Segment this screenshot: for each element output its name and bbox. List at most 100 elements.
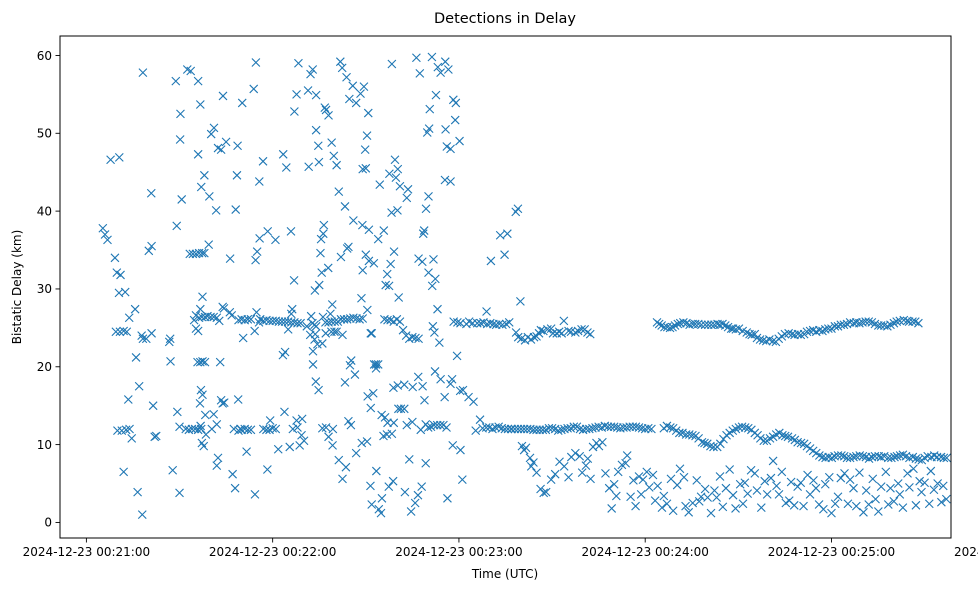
data-point xyxy=(892,317,902,327)
data-point xyxy=(368,388,378,398)
data-point xyxy=(387,208,396,218)
data-point xyxy=(876,452,886,462)
data-point xyxy=(190,424,200,434)
data-point xyxy=(351,98,361,108)
data-point xyxy=(861,486,871,495)
data-point xyxy=(809,476,818,485)
data-point xyxy=(346,420,356,430)
data-point xyxy=(413,490,423,500)
data-point xyxy=(200,357,210,367)
data-point xyxy=(903,469,912,478)
data-point xyxy=(332,327,342,337)
data-point xyxy=(447,374,457,384)
y-axis-ticks: 0 10 20 30 40 50 60 xyxy=(37,49,60,530)
data-point xyxy=(311,377,321,386)
data-point xyxy=(889,497,899,506)
data-point xyxy=(583,328,592,337)
data-point xyxy=(316,248,325,258)
data-point xyxy=(642,467,652,477)
data-point xyxy=(629,476,638,485)
data-point xyxy=(425,104,435,114)
data-point xyxy=(550,469,560,479)
data-point xyxy=(818,326,827,336)
data-point xyxy=(199,441,209,451)
data-point xyxy=(890,452,899,462)
data-point xyxy=(371,363,381,373)
data-point xyxy=(442,142,452,151)
data-point xyxy=(452,318,462,327)
data-point xyxy=(344,94,354,104)
data-point xyxy=(402,420,412,430)
data-point xyxy=(559,316,569,326)
data-point xyxy=(285,442,295,452)
y-tick-label: 10 xyxy=(37,438,52,452)
data-point xyxy=(402,193,412,203)
data-point xyxy=(824,472,834,482)
data-point xyxy=(361,250,371,260)
data-point xyxy=(398,325,408,335)
data-point xyxy=(715,439,725,449)
data-point xyxy=(364,256,374,266)
data-point xyxy=(631,501,640,511)
data-point xyxy=(417,482,427,492)
data-point xyxy=(229,424,239,434)
data-point xyxy=(193,149,203,159)
data-point xyxy=(516,297,525,306)
data-point xyxy=(350,370,360,379)
data-point xyxy=(657,321,667,330)
data-point xyxy=(348,81,358,91)
data-point xyxy=(892,451,902,461)
data-point xyxy=(317,339,327,348)
data-point xyxy=(625,422,635,432)
data-point xyxy=(436,374,446,384)
data-point xyxy=(215,357,225,367)
data-point xyxy=(221,137,231,147)
data-point xyxy=(697,437,707,447)
data-point xyxy=(830,321,840,331)
data-point xyxy=(440,175,450,185)
data-point xyxy=(440,392,450,402)
data-point xyxy=(363,108,373,118)
data-point xyxy=(778,430,787,440)
data-point xyxy=(665,323,675,333)
data-point xyxy=(833,492,843,502)
data-point xyxy=(265,416,275,425)
data-point xyxy=(710,486,719,495)
data-point xyxy=(314,385,323,395)
data-point xyxy=(196,182,206,192)
data-point xyxy=(422,128,432,137)
data-point xyxy=(436,68,446,77)
data-point xyxy=(394,293,404,302)
data-point xyxy=(124,313,134,323)
data-point xyxy=(431,90,441,100)
data-point xyxy=(212,461,222,471)
data-point xyxy=(114,288,124,298)
data-point xyxy=(740,478,750,488)
data-point xyxy=(821,453,830,463)
data-point xyxy=(165,334,175,344)
data-point xyxy=(296,318,305,328)
data-point xyxy=(500,250,509,260)
data-point xyxy=(384,281,394,291)
data-point xyxy=(915,476,925,486)
data-point xyxy=(408,382,418,392)
data-point xyxy=(837,451,846,460)
data-point xyxy=(583,454,593,464)
data-point xyxy=(377,493,387,503)
data-points xyxy=(98,52,952,520)
data-point xyxy=(762,490,772,499)
data-point xyxy=(252,247,262,256)
data-point xyxy=(321,105,331,115)
data-point xyxy=(909,464,918,474)
data-point xyxy=(214,316,224,326)
data-point xyxy=(475,415,485,425)
data-point xyxy=(357,293,366,303)
data-point xyxy=(450,115,460,125)
data-point xyxy=(718,502,728,512)
data-point xyxy=(258,156,268,166)
data-point xyxy=(278,149,288,159)
data-point xyxy=(423,423,433,432)
data-point xyxy=(116,270,125,280)
data-point xyxy=(747,330,757,340)
